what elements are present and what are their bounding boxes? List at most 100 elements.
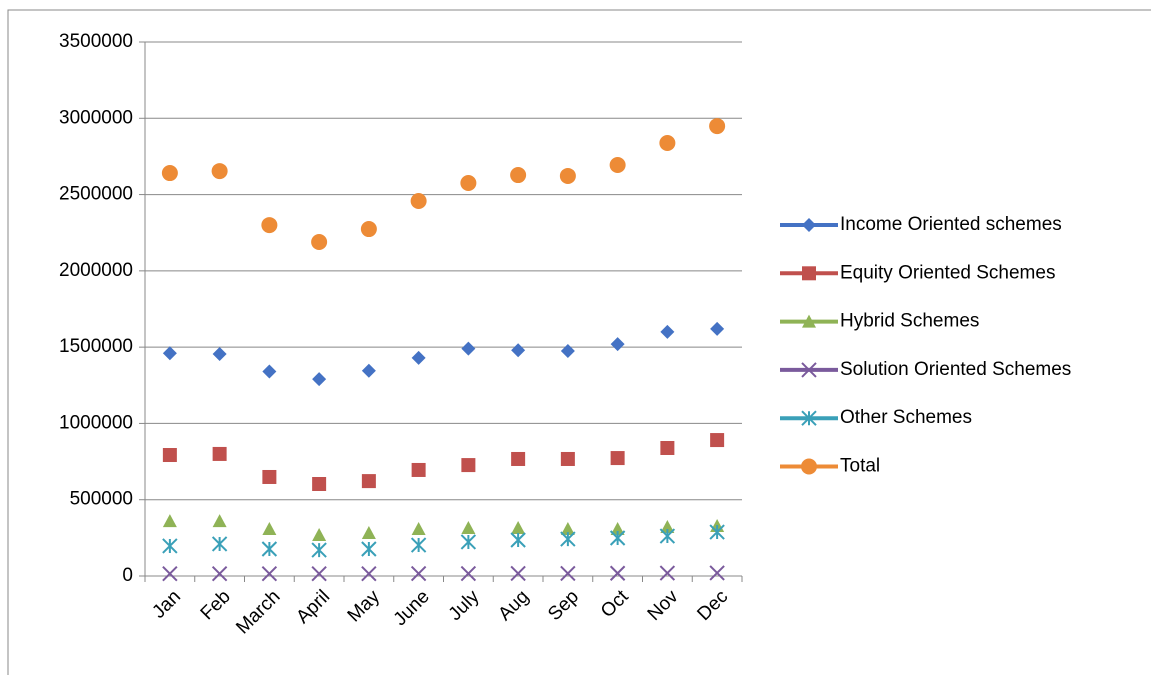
x-tick-label: March xyxy=(232,586,284,638)
marker xyxy=(560,343,575,358)
marker xyxy=(511,451,526,466)
x-tick-label: Jan xyxy=(148,586,185,623)
marker xyxy=(802,266,816,281)
marker xyxy=(212,347,227,362)
marker xyxy=(609,156,626,173)
marker xyxy=(161,165,178,182)
marker xyxy=(659,135,676,152)
y-tick-label: 500000 xyxy=(70,489,133,510)
marker xyxy=(312,372,327,387)
marker xyxy=(560,522,575,536)
x-tick-label: Oct xyxy=(597,586,633,622)
marker xyxy=(460,174,477,191)
marker xyxy=(162,566,178,582)
x-tick-label: June xyxy=(390,586,434,630)
y-tick-label: 3000000 xyxy=(59,107,133,128)
x-tick-label: July xyxy=(445,586,484,625)
marker xyxy=(311,234,328,251)
marker xyxy=(212,446,227,461)
y-tick-label: 2000000 xyxy=(59,260,133,281)
marker xyxy=(510,532,526,548)
marker xyxy=(311,542,327,558)
marker xyxy=(461,458,476,473)
marker xyxy=(460,534,477,550)
x-tick-label: Dec xyxy=(693,586,732,625)
marker xyxy=(211,536,228,552)
marker xyxy=(211,163,228,180)
grid xyxy=(145,41,742,577)
legend-label: Equity Oriented Schemes xyxy=(840,262,1055,283)
marker xyxy=(212,514,227,528)
marker xyxy=(361,566,377,582)
marker xyxy=(560,531,576,547)
marker xyxy=(411,350,426,365)
marker xyxy=(801,410,817,426)
marker xyxy=(261,566,278,582)
marker xyxy=(312,476,327,491)
y-tick-label: 0 xyxy=(122,565,133,586)
marker xyxy=(801,458,817,475)
marker xyxy=(361,474,376,489)
x-tick-label: May xyxy=(344,586,385,627)
marker xyxy=(411,522,426,536)
marker xyxy=(610,337,625,352)
x-tick-label: Aug xyxy=(494,586,533,625)
marker xyxy=(261,217,278,234)
marker xyxy=(802,314,816,328)
marker xyxy=(311,566,327,582)
legend-label: Other Schemes xyxy=(840,407,972,428)
marker xyxy=(511,343,526,358)
marker xyxy=(610,451,625,466)
marker xyxy=(361,541,377,557)
marker xyxy=(461,341,476,356)
marker xyxy=(609,530,626,546)
marker xyxy=(709,118,726,135)
marker xyxy=(709,524,725,540)
y-tick-label: 2500000 xyxy=(59,184,133,205)
marker xyxy=(802,218,816,232)
marker xyxy=(560,565,576,582)
marker xyxy=(410,565,427,582)
marker xyxy=(262,469,277,484)
marker xyxy=(801,362,817,378)
marker xyxy=(660,440,675,455)
marker xyxy=(460,565,477,582)
marker xyxy=(660,520,675,534)
marker xyxy=(461,520,476,534)
legend-label: Income Oriented schemes xyxy=(840,214,1062,235)
x-tick-label: Nov xyxy=(644,586,683,625)
marker xyxy=(410,537,427,553)
marker xyxy=(560,451,575,466)
marker xyxy=(709,565,725,581)
marker xyxy=(559,167,576,184)
marker xyxy=(410,192,427,209)
marker xyxy=(710,321,725,336)
legend-label: Solution Oriented Schemes xyxy=(840,359,1071,380)
marker xyxy=(659,565,676,581)
y-tick-label: 1500000 xyxy=(59,336,133,357)
x-tick-label: Sep xyxy=(544,586,583,625)
marker xyxy=(211,566,228,582)
legend-label: Hybrid Schemes xyxy=(840,311,979,332)
marker xyxy=(360,221,377,238)
marker xyxy=(511,520,526,534)
marker xyxy=(659,528,676,544)
y-tick-label: 1000000 xyxy=(59,412,133,433)
x-tick-label: Feb xyxy=(197,586,235,624)
marker xyxy=(660,324,675,339)
marker xyxy=(710,433,725,448)
marker xyxy=(609,565,626,581)
y-tick-label: 3500000 xyxy=(59,31,133,52)
marker xyxy=(261,541,278,557)
marker xyxy=(411,462,426,477)
marker xyxy=(162,346,177,361)
chart-frame xyxy=(7,9,1151,675)
marker xyxy=(162,448,177,463)
marker xyxy=(361,363,376,378)
marker xyxy=(162,514,177,528)
x-tick-label: April xyxy=(292,586,334,628)
marker xyxy=(162,538,178,554)
legend-label: Total xyxy=(840,456,880,477)
marker xyxy=(510,565,526,582)
